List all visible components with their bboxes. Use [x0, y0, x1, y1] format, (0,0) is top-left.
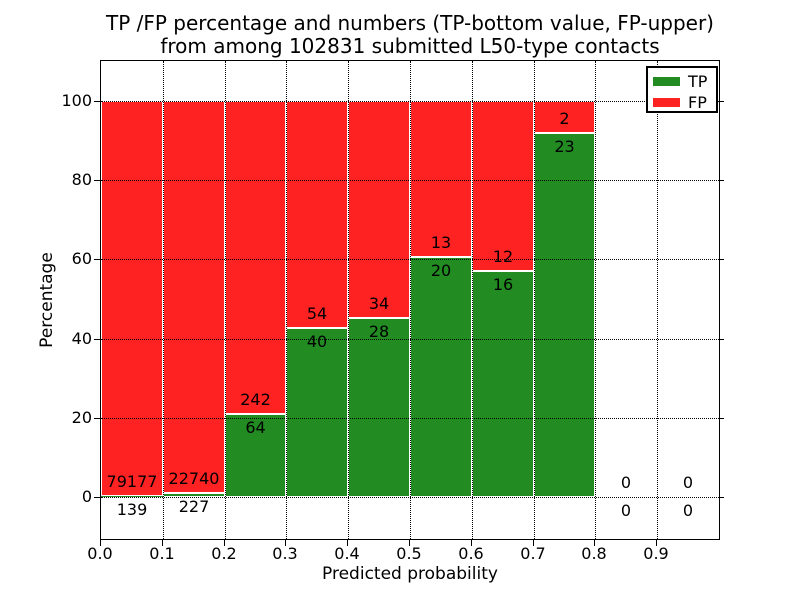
fp-count-label-bin4: 34 — [368, 294, 390, 313]
gridline-x-0.8 — [595, 61, 596, 539]
x-axis-label: Predicted probability — [322, 564, 498, 584]
tick-y-left-100 — [94, 101, 100, 102]
tick-y-left-60 — [94, 259, 100, 260]
legend-entry-tp: TP — [653, 71, 716, 92]
bar-fp-bin2 — [225, 101, 286, 414]
x-tick-label-0.6: 0.6 — [458, 544, 484, 563]
x-tick-label-0.7: 0.7 — [520, 544, 546, 563]
tick-x-0.6 — [471, 540, 472, 546]
tick-y-right-80 — [720, 180, 724, 181]
bar-tp-bin3 — [286, 328, 348, 497]
fp-count-label-bin5: 13 — [430, 233, 452, 252]
y-tick-label-60: 60 — [71, 249, 92, 268]
tick-y-left-0 — [94, 497, 100, 498]
tick-y-right-20 — [720, 418, 724, 419]
x-tick-label-0.0: 0.0 — [87, 544, 113, 563]
tick-x-0.1 — [162, 540, 163, 546]
bar-fp-bin4 — [348, 101, 410, 318]
bar-tp-bin2 — [225, 414, 286, 497]
chart-title: TP /FP percentage and numbers (TP-bottom… — [100, 12, 720, 58]
fp-count-label-bin7: 2 — [559, 109, 570, 128]
bar-tp-bin0 — [101, 496, 163, 497]
tick-x-0.7 — [533, 540, 534, 546]
legend-swatch-fp-icon — [653, 98, 680, 107]
tick-x-0.2 — [224, 540, 225, 546]
tick-y-right-60 — [720, 259, 724, 260]
legend-label-fp: FP — [688, 92, 707, 112]
tick-x-0.8 — [594, 540, 595, 546]
bar-fp-bin6 — [472, 101, 534, 271]
chart-title-line1: TP /FP percentage and numbers (TP-bottom… — [106, 11, 714, 35]
tp-count-label-bin4: 28 — [368, 322, 390, 341]
tp-count-label-bin7: 23 — [554, 137, 575, 156]
fp-count-label-bin3: 54 — [306, 304, 328, 323]
chart-title-line2: from among 102831 submitted L50-type con… — [160, 34, 660, 58]
plot-area: 79177 139 22740 227 242 64 54 40 34 28 13 20 12 16 2 23… — [100, 60, 720, 540]
tick-x-0.3 — [285, 540, 286, 546]
tick-x-0.5 — [409, 540, 410, 546]
tick-x-0.9 — [656, 540, 657, 546]
y-tick-label-40: 40 — [71, 329, 92, 348]
y-tick-label-20: 20 — [71, 408, 92, 427]
bar-fp-bin1 — [163, 101, 225, 493]
fp-count-label-bin6: 12 — [492, 247, 514, 266]
fp-count-label-bin0: 79177 — [106, 472, 158, 491]
x-tick-label-0.3: 0.3 — [272, 544, 298, 563]
tick-y-right-40 — [720, 339, 724, 340]
tick-y-left-40 — [94, 339, 100, 340]
gridline-x-0.4 — [348, 61, 349, 539]
x-tick-label-0.9: 0.9 — [643, 544, 669, 563]
bar-tp-bin4 — [348, 318, 410, 497]
gridline-x-0.3 — [286, 61, 287, 539]
tp-count-label-bin6: 16 — [492, 275, 514, 294]
tp-count-label-bin3: 40 — [306, 332, 328, 351]
fp-count-label-bin2: 242 — [240, 390, 271, 409]
x-tick-label-0.8: 0.8 — [581, 544, 607, 563]
y-tick-label-100: 100 — [61, 91, 92, 110]
legend-swatch-tp-icon — [653, 77, 680, 86]
y-tick-label-80: 80 — [71, 170, 92, 189]
tp-count-label-bin5: 20 — [430, 261, 452, 280]
tick-y-right-0 — [720, 497, 724, 498]
bar-fp-bin3 — [286, 101, 348, 328]
x-tick-label-0.5: 0.5 — [396, 544, 422, 563]
fp-count-label-bin1: 22740 — [168, 469, 220, 488]
bar-fp-bin7 — [534, 101, 595, 133]
legend: TP FP — [646, 66, 718, 113]
fp-count-label-bin9: 0 — [682, 473, 694, 492]
x-tick-label-0.2: 0.2 — [211, 544, 237, 563]
gridline-x-0.9 — [657, 61, 658, 539]
legend-label-tp: TP — [688, 71, 708, 91]
gridline-x-0.6 — [472, 61, 473, 539]
tick-y-left-80 — [94, 180, 100, 181]
bar-fp-bin0 — [101, 101, 163, 496]
legend-entry-fp: FP — [653, 92, 716, 113]
tp-count-label-bin1: 227 — [178, 497, 210, 516]
x-tick-label-0.4: 0.4 — [334, 544, 360, 563]
tick-x-0.4 — [347, 540, 348, 546]
gridline-x-0.7 — [534, 61, 535, 539]
gridline-x-0.2 — [225, 61, 226, 539]
tp-count-label-bin2: 64 — [245, 418, 266, 437]
tp-count-label-bin8: 0 — [620, 501, 632, 520]
tp-count-label-bin0: 139 — [116, 500, 148, 519]
bar-tp-bin5 — [410, 257, 472, 497]
tick-y-right-100 — [720, 101, 724, 102]
fp-count-label-bin8: 0 — [620, 473, 632, 492]
tick-y-left-20 — [94, 418, 100, 419]
x-tick-label-0.1: 0.1 — [149, 544, 175, 563]
bar-tp-bin7 — [534, 133, 595, 497]
y-axis-label: Percentage — [37, 252, 57, 348]
gridline-x-0.1 — [163, 61, 164, 539]
bar-tp-bin6 — [472, 271, 534, 497]
gridline-x-0.5 — [410, 61, 411, 539]
tick-x-0.0 — [100, 540, 101, 546]
y-tick-label-0: 0 — [81, 487, 92, 506]
tp-count-label-bin9: 0 — [682, 501, 694, 520]
